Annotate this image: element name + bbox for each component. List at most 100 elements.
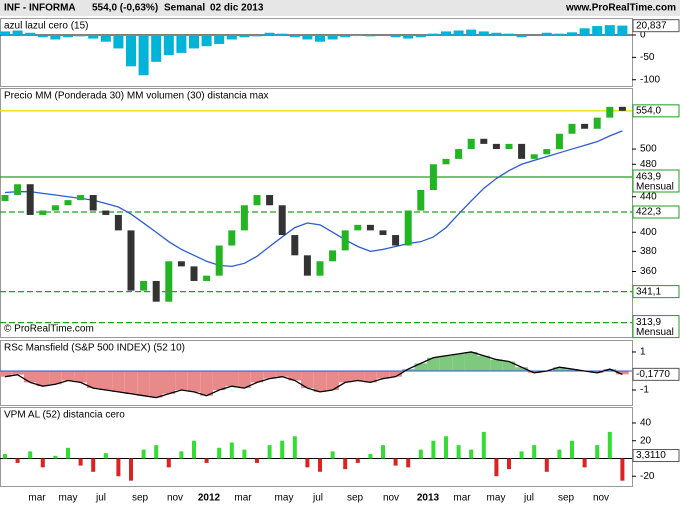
candle	[417, 189, 425, 211]
area-slice	[439, 355, 453, 371]
bar	[25, 32, 36, 35]
bar	[53, 455, 58, 459]
bar	[103, 453, 108, 459]
bar	[469, 449, 474, 459]
candle	[593, 117, 601, 129]
bar	[12, 30, 23, 35]
bar	[481, 431, 486, 459]
x-tick-label: may	[59, 493, 78, 504]
candle	[303, 255, 311, 276]
copyright: © ProRealTime.com	[4, 324, 94, 335]
bar	[176, 35, 187, 53]
y-tick-label: -50	[640, 52, 655, 63]
bar	[40, 458, 45, 468]
bar	[267, 445, 272, 459]
bar	[154, 445, 159, 459]
panel-title: Precio MM (Ponderada 30) MM volumen (30)…	[4, 91, 269, 102]
candle	[278, 205, 286, 236]
candle	[64, 200, 72, 206]
bar	[252, 35, 262, 37]
bar	[544, 458, 549, 472]
candle	[329, 250, 337, 262]
area-slice	[200, 370, 213, 396]
area-slice	[49, 370, 62, 385]
bar	[330, 451, 335, 459]
bar	[192, 440, 196, 459]
candle	[291, 235, 299, 256]
panel	[0, 407, 633, 487]
bar	[50, 35, 61, 40]
level-box	[632, 315, 680, 339]
area-slice	[212, 370, 226, 390]
x-tick-label: 2012	[198, 493, 221, 504]
candle	[77, 195, 85, 201]
bar	[189, 35, 199, 49]
bar	[604, 25, 615, 35]
area-slice	[124, 370, 138, 394]
area-slice	[99, 370, 113, 390]
candle	[455, 149, 463, 159]
moving-average	[4, 130, 623, 268]
x-tick-label: sep	[132, 493, 149, 504]
bar	[582, 458, 587, 468]
candle	[165, 261, 173, 302]
x-tick-label: mar	[28, 493, 46, 504]
y-tick-label: 480	[640, 159, 657, 170]
level-label: 341,1	[636, 286, 661, 297]
x-tick-label: mar	[234, 493, 252, 504]
area-slice	[326, 370, 339, 390]
site: www.ProRealTime.com	[565, 3, 676, 14]
bar	[554, 33, 565, 35]
candle	[14, 184, 22, 196]
bar	[507, 458, 511, 470]
area-slice	[477, 355, 491, 371]
level-label: 554,0	[636, 105, 661, 116]
bar	[466, 29, 477, 35]
bar	[129, 458, 133, 481]
area-slice	[275, 370, 289, 377]
area-slice	[187, 370, 201, 392]
area-slice	[401, 369, 415, 371]
level-sublabel: Mensual	[636, 327, 674, 338]
area-slice	[414, 363, 428, 371]
bar	[302, 35, 313, 40]
bar	[390, 35, 401, 38]
x-tick-label: nov	[167, 493, 183, 504]
bar	[66, 447, 70, 459]
bar	[163, 35, 174, 56]
bar	[541, 32, 552, 35]
bar	[166, 458, 171, 468]
x-tick-label: jul	[95, 493, 106, 504]
header-bar	[0, 0, 680, 16]
bar	[318, 458, 322, 472]
bar	[78, 458, 83, 466]
bar	[340, 35, 351, 38]
candle	[429, 164, 437, 190]
bar	[264, 32, 275, 35]
candle	[114, 214, 122, 231]
x-tick-label: 2013	[417, 493, 440, 504]
area-slice	[565, 369, 579, 371]
area-slice	[553, 367, 566, 371]
panel	[0, 18, 633, 87]
candle	[39, 210, 47, 215]
area-slice	[11, 370, 24, 375]
x-tick-label: jul	[523, 493, 534, 504]
area-slice	[162, 370, 176, 394]
bar	[381, 445, 385, 459]
candle	[215, 245, 223, 276]
bar	[3, 454, 7, 459]
bar	[277, 33, 288, 35]
area-slice	[351, 370, 365, 381]
bar	[292, 436, 297, 459]
bar	[239, 35, 250, 38]
x-tick-label: mar	[453, 493, 471, 504]
bar	[141, 449, 146, 459]
candle	[467, 138, 475, 150]
bar	[15, 458, 20, 463]
bar	[494, 458, 499, 477]
value-label: 3,3110	[636, 450, 666, 461]
bar	[557, 449, 562, 459]
y-tick-label: 400	[640, 227, 657, 238]
